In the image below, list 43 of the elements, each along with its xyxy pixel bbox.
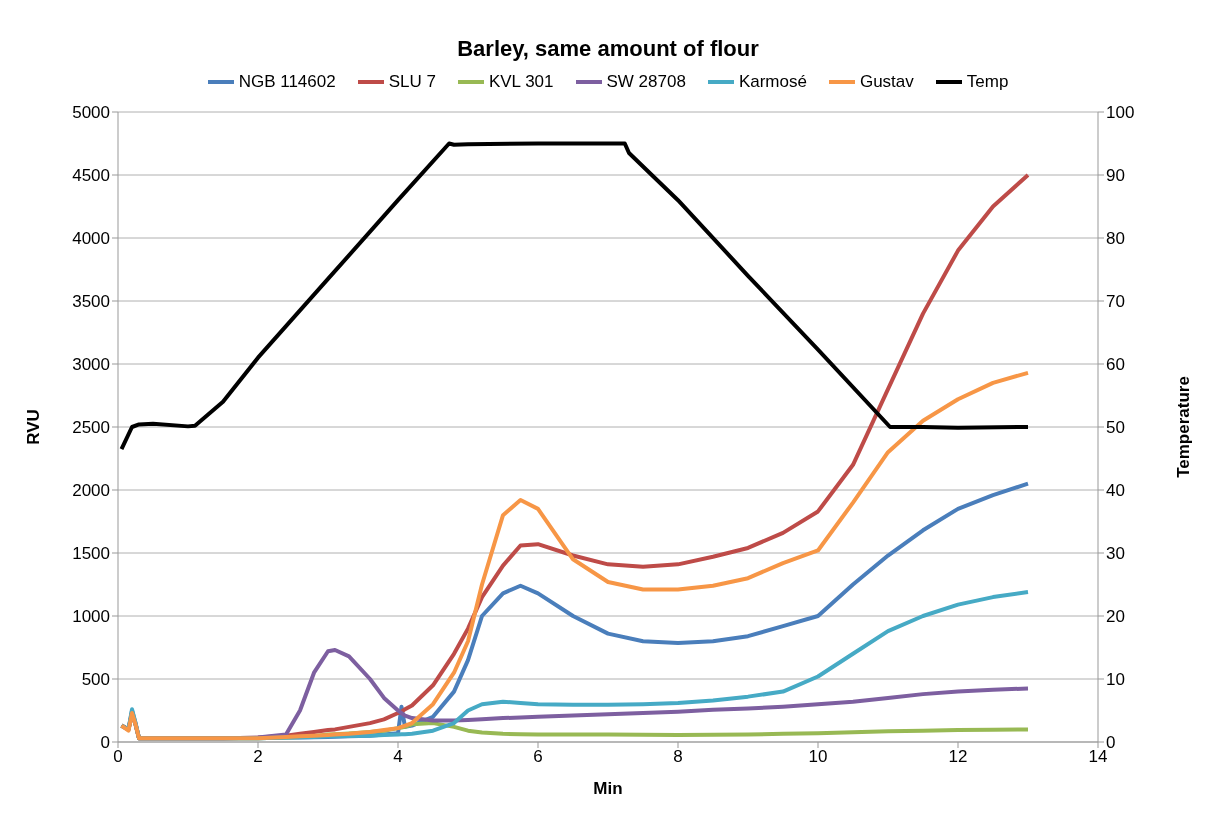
y2-axis-title: Temperature [1174,376,1194,478]
x-tick-label: 12 [948,747,968,767]
y2-tick-label: 70 [1106,292,1125,312]
y2-tick-label: 50 [1106,418,1125,438]
line-series [119,141,1030,452]
x-tick-label: 2 [253,747,263,767]
y2-tick-label: 30 [1106,544,1125,564]
x-tick-label: 8 [673,747,683,767]
y-tick-label: 2000 [72,481,110,501]
y-tick-label: 500 [81,670,110,690]
y-tick-label: 5000 [72,103,110,123]
y-tick-label: 0 [100,733,110,753]
x-tick-label: 0 [113,747,123,767]
chart-title: Barley, same amount of flour [456,36,760,62]
y2-tick-label: 80 [1106,229,1125,249]
y-tick-label: 1500 [72,544,110,564]
legend-label: KVL 301 [488,72,554,92]
x-axis-title: Min [593,779,623,798]
legend-label: Karmosé [738,72,807,92]
y-tick-label: 3500 [72,292,110,312]
y-tick-label: 3000 [72,355,110,375]
y2-tick-label: 20 [1106,607,1125,627]
y2-tick-label: 10 [1106,670,1125,690]
y2-tick-label: 40 [1106,481,1125,501]
legend-label: SW 28708 [606,72,686,92]
x-tick-label: 10 [808,747,828,767]
x-tick-label: 4 [393,747,403,767]
legend-label: NGB 114602 [238,72,336,92]
legend-label: Temp [966,72,1009,92]
y2-tick-label: 90 [1106,166,1125,186]
x-tick-label: 14 [1088,747,1108,767]
legend-label: Gustav [859,72,914,92]
y-tick-label: 4500 [72,166,110,186]
y2-tick-label: 0 [1106,733,1116,753]
y2-tick-label: 100 [1106,103,1135,123]
legend-label: SLU 7 [388,72,436,92]
y-tick-label: 1000 [72,607,110,627]
y-axis-title: RVU [24,409,44,445]
y-tick-label: 2500 [72,418,110,438]
line-series [119,370,1030,741]
x-tick-label: 6 [533,747,543,767]
y2-tick-label: 60 [1106,355,1125,375]
y-tick-label: 4000 [72,229,110,249]
